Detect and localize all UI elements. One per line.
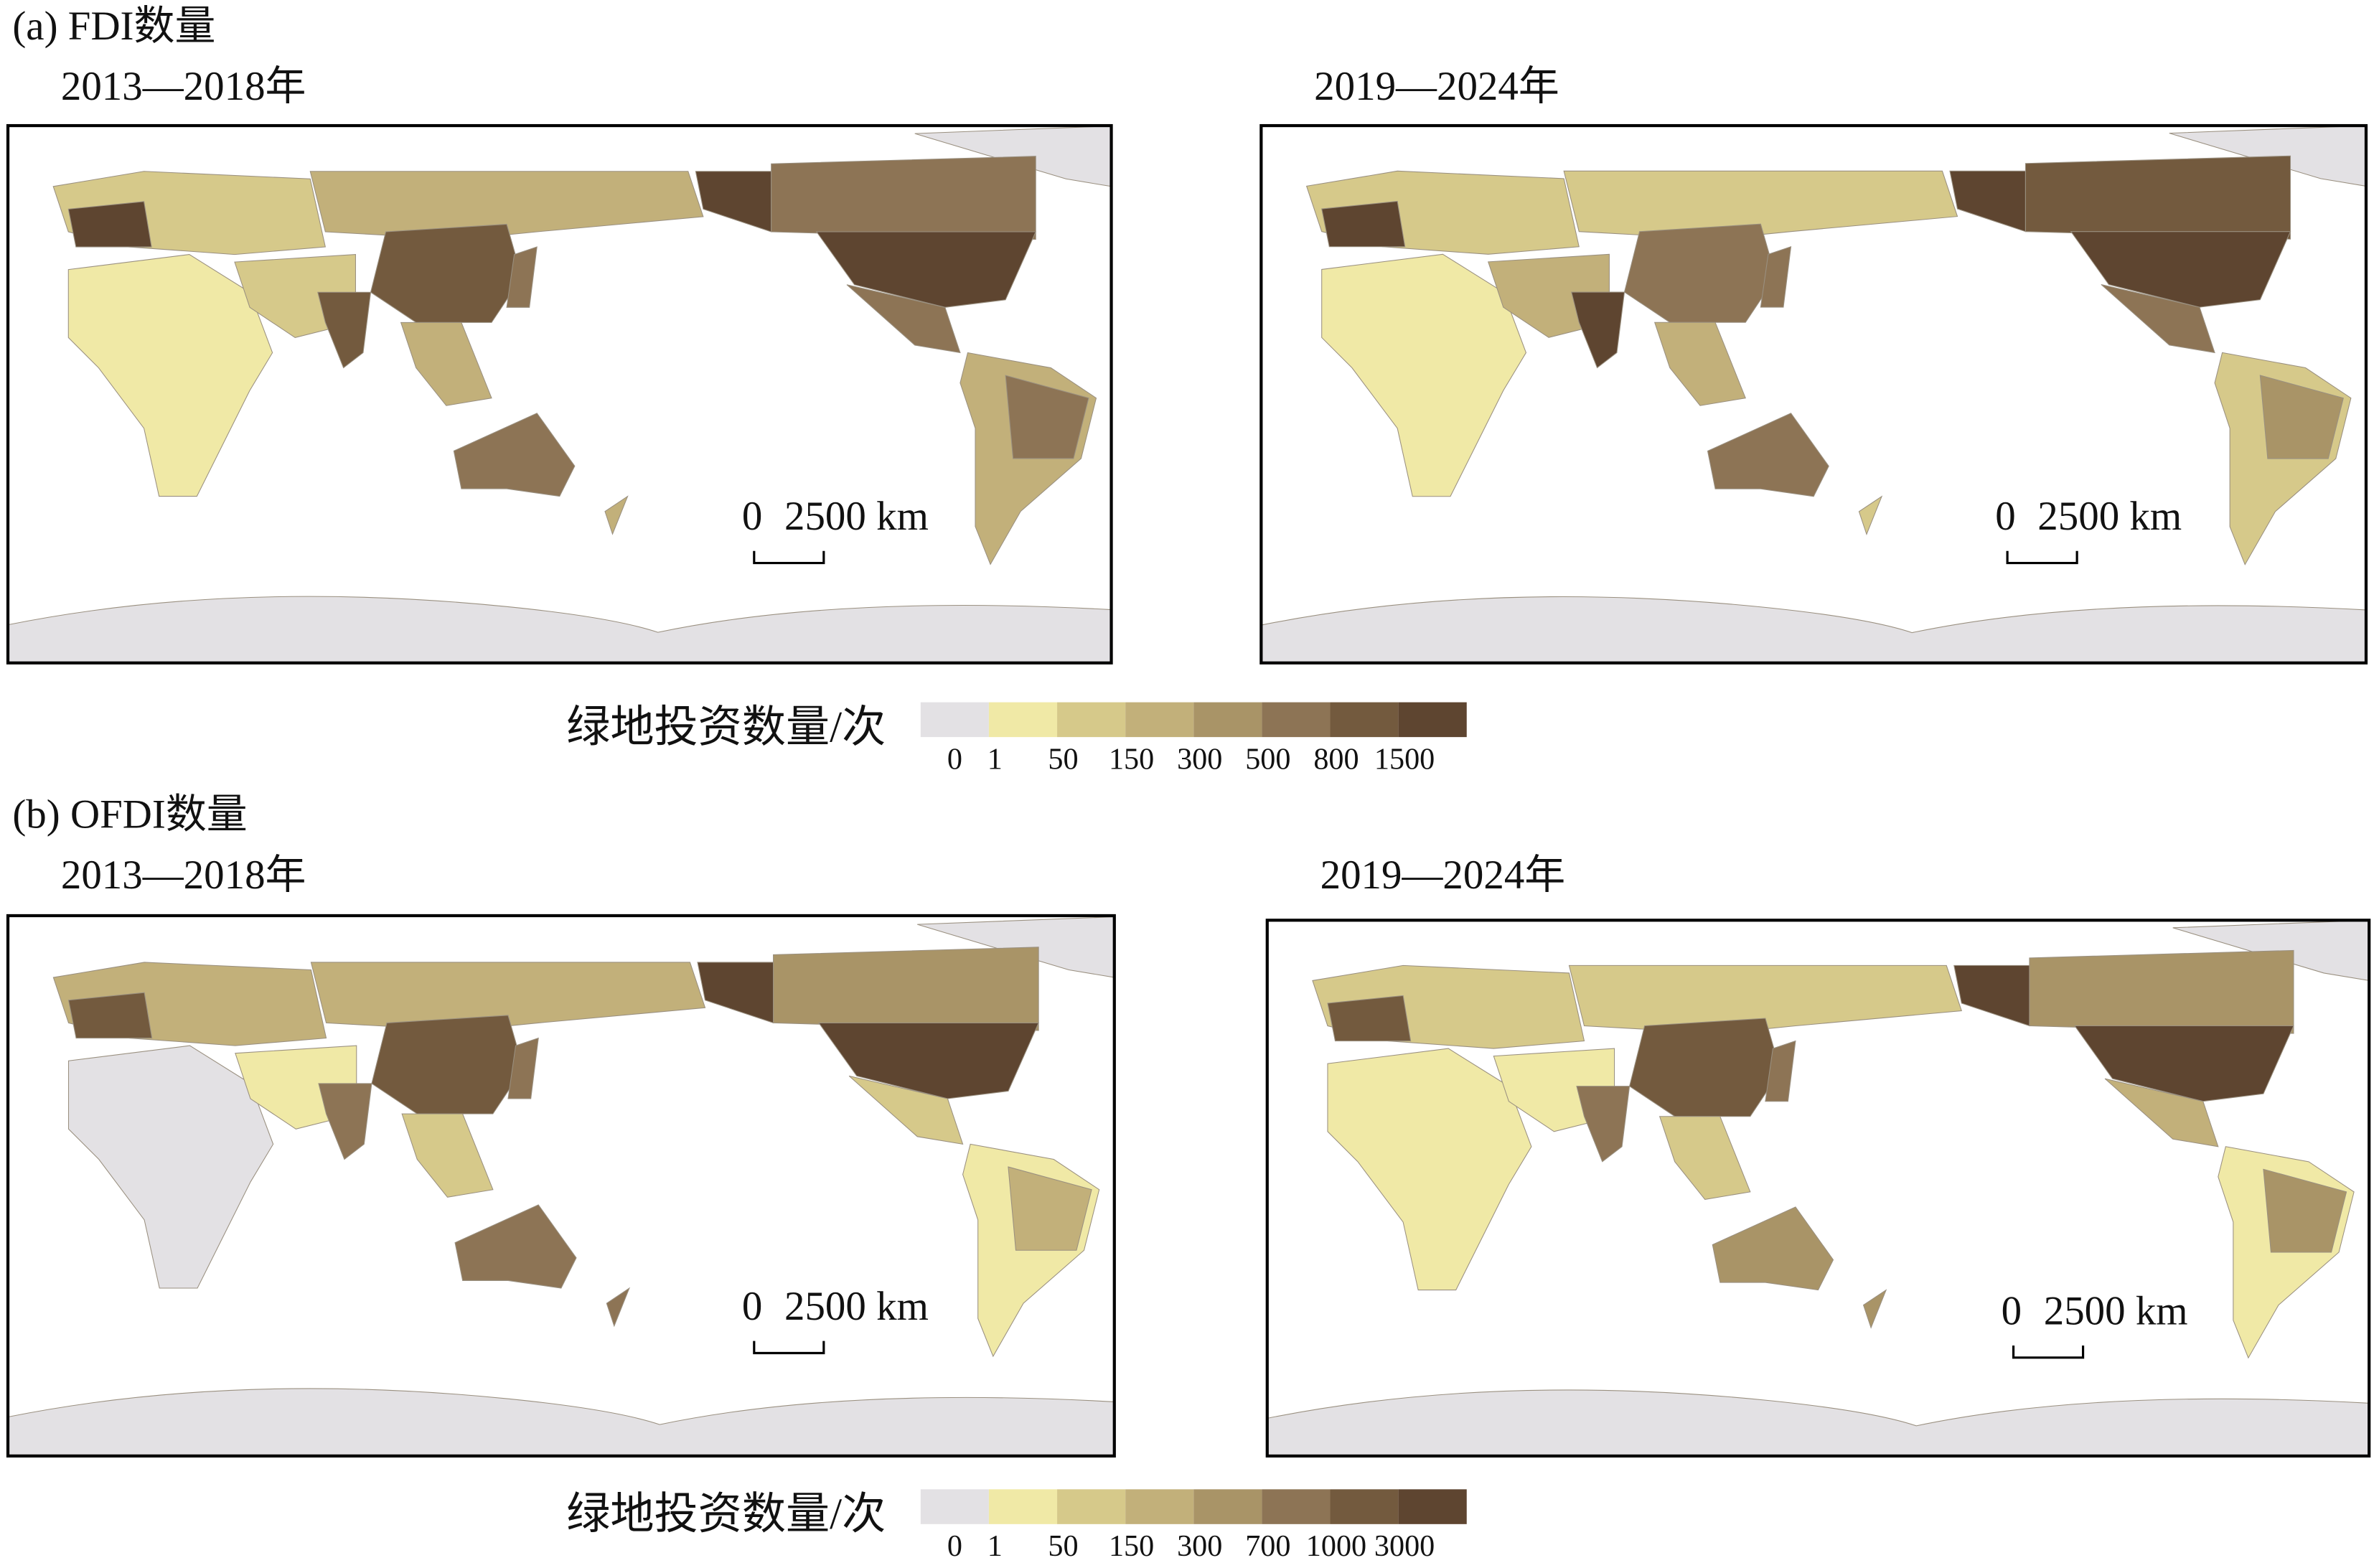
legend-tick: 300 [1177, 1529, 1222, 1563]
legend-swatch [988, 702, 1058, 738]
panel-label: (a) FDI数量 [12, 4, 215, 49]
legend-tick: 300 [1177, 742, 1222, 776]
map-b-2 [1265, 919, 2371, 1458]
period-label: 2019—2024年 [1314, 64, 1559, 109]
legend-title: 绿地投资数量/次 [566, 703, 886, 751]
scale-zero: 0 [742, 494, 762, 539]
legend-tick: 700 [1245, 1529, 1290, 1563]
scale-label: 2500 km [2044, 1288, 2188, 1333]
legend-tick: 50 [1048, 1529, 1078, 1563]
legend-tick: 3000 [1374, 1529, 1435, 1563]
legend-swatch [988, 1489, 1058, 1524]
map-b-1 [6, 914, 1116, 1458]
legend-swatch [1398, 1489, 1467, 1524]
legend-tick: 1 [987, 1529, 1003, 1563]
scale-label: 2500 km [784, 1284, 929, 1329]
scale-label: 2500 km [784, 494, 929, 539]
scale-bar [753, 1341, 825, 1355]
legend-tick: 1 [987, 742, 1003, 776]
legend-swatch [1193, 702, 1262, 738]
panel-label: (b) OFDI数量 [12, 792, 247, 837]
legend-tick: 150 [1109, 1529, 1154, 1563]
scale-zero: 0 [742, 1284, 762, 1329]
legend-tick: 500 [1245, 742, 1290, 776]
legend-swatch [1193, 1489, 1262, 1524]
legend-swatch [1057, 702, 1126, 738]
legend-title: 绿地投资数量/次 [566, 1490, 886, 1539]
period-label: 2013—2018年 [61, 64, 306, 109]
legend-swatch [1057, 1489, 1126, 1524]
legend-tick: 0 [947, 742, 962, 776]
scale-bar [753, 550, 825, 565]
scale-bar [2006, 550, 2078, 565]
map-a-2 [1259, 123, 2368, 665]
legend-swatch [1262, 1489, 1331, 1524]
legend-swatch [1262, 702, 1331, 738]
legend-tick: 0 [947, 1529, 962, 1563]
scale-zero: 0 [1995, 494, 2015, 539]
legend-tick: 50 [1048, 742, 1078, 776]
map-a-1 [6, 123, 1113, 665]
legend-swatch [1330, 702, 1399, 738]
legend-swatch [1330, 1489, 1399, 1524]
legend-tick: 1000 [1306, 1529, 1366, 1563]
legend-tick: 800 [1313, 742, 1359, 776]
legend-swatch [920, 1489, 989, 1524]
legend-tick: 150 [1109, 742, 1154, 776]
period-label: 2019—2024年 [1320, 853, 1566, 898]
legend-swatch [1125, 702, 1194, 738]
scale-zero: 0 [2002, 1288, 2022, 1333]
period-label: 2013—2018年 [61, 853, 306, 898]
legend-swatch [1125, 1489, 1194, 1524]
legend-swatch [1398, 702, 1467, 738]
scale-label: 2500 km [2037, 494, 2182, 539]
scale-bar [2012, 1345, 2085, 1359]
legend-swatch [920, 702, 989, 738]
legend-tick: 1500 [1374, 742, 1435, 776]
